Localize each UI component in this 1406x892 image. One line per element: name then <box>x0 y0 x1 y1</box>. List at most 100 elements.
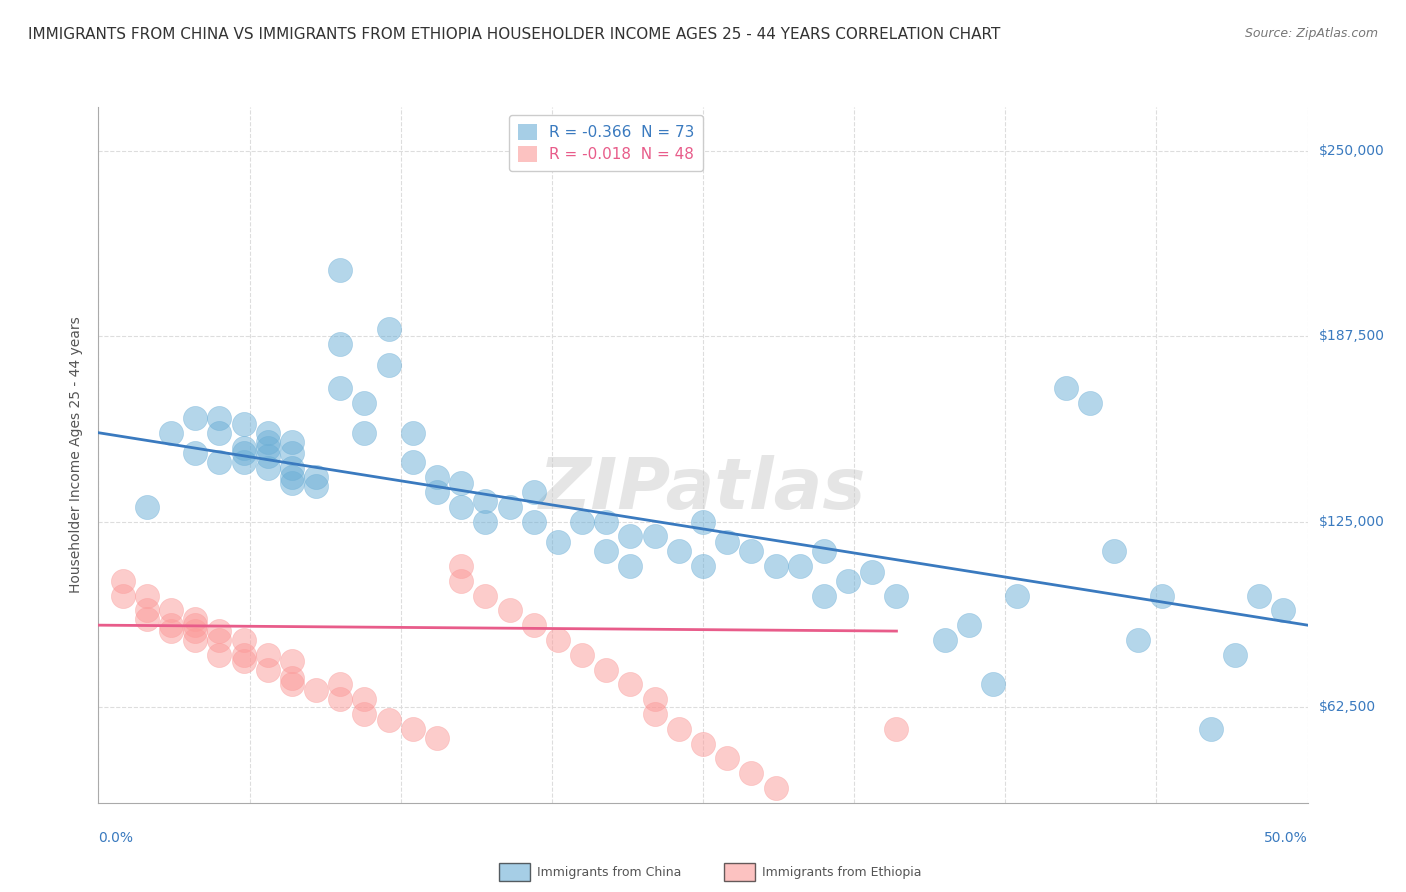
Text: Immigrants from China: Immigrants from China <box>537 866 682 879</box>
Point <box>765 558 787 573</box>
Point <box>595 544 617 558</box>
Text: 0.0%: 0.0% <box>98 830 134 845</box>
Point <box>184 411 207 425</box>
Point <box>208 411 231 425</box>
Point <box>208 425 231 440</box>
Point <box>789 558 811 573</box>
Point <box>232 648 254 662</box>
Point <box>281 654 304 668</box>
Point <box>208 624 231 638</box>
Point <box>692 515 714 529</box>
Point <box>256 434 278 449</box>
Point <box>111 589 134 603</box>
Text: 50.0%: 50.0% <box>1264 830 1308 845</box>
Point <box>281 470 304 484</box>
Point <box>668 722 690 736</box>
Point <box>305 470 328 484</box>
Point <box>1128 632 1150 647</box>
Point <box>571 515 593 529</box>
Point <box>208 632 231 647</box>
Point <box>934 632 956 647</box>
Point <box>474 589 496 603</box>
Point <box>353 425 375 440</box>
Point <box>353 706 375 721</box>
Point <box>402 722 425 736</box>
Point <box>135 589 157 603</box>
Point <box>281 476 304 491</box>
Point <box>886 722 908 736</box>
Point <box>135 500 157 514</box>
Point <box>450 558 472 573</box>
Point <box>523 515 546 529</box>
Text: $187,500: $187,500 <box>1319 329 1385 343</box>
Text: $250,000: $250,000 <box>1319 145 1385 159</box>
Point <box>353 396 375 410</box>
Point <box>281 446 304 460</box>
Point <box>1078 396 1101 410</box>
Point <box>619 529 641 543</box>
Point <box>1223 648 1246 662</box>
Point <box>1152 589 1174 603</box>
Point <box>281 434 304 449</box>
Point <box>450 500 472 514</box>
Point <box>160 425 183 440</box>
Point <box>160 603 183 617</box>
Point <box>426 731 449 745</box>
Point <box>232 654 254 668</box>
Point <box>668 544 690 558</box>
Point <box>402 425 425 440</box>
Text: IMMIGRANTS FROM CHINA VS IMMIGRANTS FROM ETHIOPIA HOUSEHOLDER INCOME AGES 25 - 4: IMMIGRANTS FROM CHINA VS IMMIGRANTS FROM… <box>28 27 1001 42</box>
Legend: R = -0.366  N = 73, R = -0.018  N = 48: R = -0.366 N = 73, R = -0.018 N = 48 <box>509 115 703 171</box>
Point <box>256 461 278 475</box>
Point <box>1249 589 1271 603</box>
Point <box>450 476 472 491</box>
Point <box>498 603 520 617</box>
Point <box>426 470 449 484</box>
Point <box>281 672 304 686</box>
Point <box>571 648 593 662</box>
Point <box>377 713 399 727</box>
Point <box>232 632 254 647</box>
Point <box>353 692 375 706</box>
Point <box>329 692 352 706</box>
Point <box>523 484 546 499</box>
Point <box>644 692 666 706</box>
Point <box>474 493 496 508</box>
Point <box>256 648 278 662</box>
Point <box>860 565 883 579</box>
Text: ZIPatlas: ZIPatlas <box>540 455 866 524</box>
Point <box>377 358 399 372</box>
Point <box>184 618 207 632</box>
Point <box>184 446 207 460</box>
Point <box>716 751 738 765</box>
Y-axis label: Householder Income Ages 25 - 44 years: Householder Income Ages 25 - 44 years <box>69 317 83 593</box>
Point <box>208 648 231 662</box>
Point <box>281 461 304 475</box>
Point <box>450 574 472 588</box>
Point <box>184 624 207 638</box>
Point <box>981 677 1004 691</box>
Point <box>474 515 496 529</box>
Point <box>377 322 399 336</box>
Point <box>1007 589 1029 603</box>
Point <box>256 425 278 440</box>
Text: $62,500: $62,500 <box>1319 699 1376 714</box>
Point <box>256 450 278 464</box>
Point <box>426 484 449 499</box>
Text: Source: ZipAtlas.com: Source: ZipAtlas.com <box>1244 27 1378 40</box>
Point <box>135 612 157 626</box>
Point <box>305 479 328 493</box>
Point <box>256 663 278 677</box>
Point <box>692 737 714 751</box>
Point <box>111 574 134 588</box>
Point <box>692 558 714 573</box>
Point <box>232 417 254 431</box>
Point <box>957 618 980 632</box>
Point <box>716 535 738 549</box>
Point <box>813 544 835 558</box>
Point <box>329 677 352 691</box>
Point <box>232 441 254 455</box>
Point <box>547 632 569 647</box>
Text: $125,000: $125,000 <box>1319 515 1385 529</box>
Point <box>886 589 908 603</box>
